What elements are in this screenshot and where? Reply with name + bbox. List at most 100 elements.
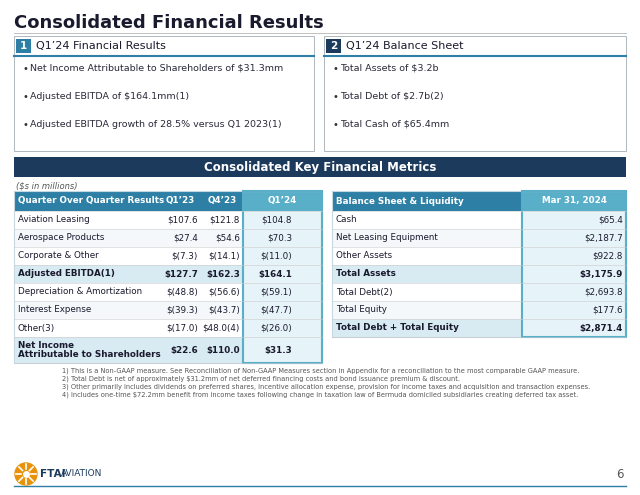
- FancyBboxPatch shape: [332, 283, 626, 301]
- Text: Other Assets: Other Assets: [336, 251, 392, 260]
- Text: •: •: [332, 92, 338, 102]
- FancyBboxPatch shape: [243, 229, 322, 247]
- FancyBboxPatch shape: [14, 157, 626, 177]
- Text: Attributable to Shareholders: Attributable to Shareholders: [18, 350, 161, 359]
- Text: Total Debt(2): Total Debt(2): [336, 288, 392, 297]
- Text: $2,693.8: $2,693.8: [584, 288, 623, 297]
- FancyBboxPatch shape: [14, 191, 322, 211]
- FancyBboxPatch shape: [522, 265, 626, 283]
- Text: $2,871.4: $2,871.4: [580, 324, 623, 333]
- FancyBboxPatch shape: [243, 211, 322, 229]
- Text: Net Income Attributable to Shareholders of $31.3mm: Net Income Attributable to Shareholders …: [30, 64, 284, 73]
- FancyBboxPatch shape: [522, 191, 626, 211]
- Text: 4) Includes one-time $72.2mm benefit from income taxes following change in taxat: 4) Includes one-time $72.2mm benefit fro…: [62, 392, 579, 398]
- FancyBboxPatch shape: [14, 283, 322, 301]
- Text: $(48.8): $(48.8): [166, 288, 198, 297]
- Text: $3,175.9: $3,175.9: [580, 269, 623, 279]
- Text: Mar 31, 2024: Mar 31, 2024: [541, 197, 607, 205]
- Text: $162.3: $162.3: [206, 269, 240, 279]
- Text: Q4’23: Q4’23: [207, 197, 237, 205]
- Text: Aerospace Products: Aerospace Products: [18, 234, 104, 243]
- FancyBboxPatch shape: [332, 301, 626, 319]
- Text: Consolidated Financial Results: Consolidated Financial Results: [14, 14, 324, 32]
- FancyBboxPatch shape: [16, 39, 31, 53]
- FancyBboxPatch shape: [522, 229, 626, 247]
- Text: Total Equity: Total Equity: [336, 305, 387, 314]
- Text: •: •: [22, 120, 28, 130]
- FancyBboxPatch shape: [326, 39, 341, 53]
- Text: Consolidated Key Financial Metrics: Consolidated Key Financial Metrics: [204, 160, 436, 174]
- Text: $54.6: $54.6: [215, 234, 240, 243]
- FancyBboxPatch shape: [243, 283, 322, 301]
- Text: $(39.3): $(39.3): [166, 305, 198, 314]
- Text: $70.3: $70.3: [267, 234, 292, 243]
- Circle shape: [15, 463, 37, 485]
- Text: $31.3: $31.3: [264, 346, 292, 354]
- Text: •: •: [332, 120, 338, 130]
- Text: •: •: [22, 92, 28, 102]
- Text: $107.6: $107.6: [168, 215, 198, 225]
- Text: Q1’24: Q1’24: [268, 197, 297, 205]
- Text: 2) Total Debt is net of approximately $31.2mm of net deferred financing costs an: 2) Total Debt is net of approximately $3…: [62, 376, 460, 383]
- Text: $(26.0): $(26.0): [260, 324, 292, 333]
- Text: $177.6: $177.6: [593, 305, 623, 314]
- Text: Total Assets of $3.2b: Total Assets of $3.2b: [340, 64, 438, 73]
- FancyBboxPatch shape: [243, 265, 322, 283]
- FancyBboxPatch shape: [522, 283, 626, 301]
- Text: Total Debt of $2.7b(2): Total Debt of $2.7b(2): [340, 92, 444, 101]
- Text: •: •: [22, 64, 28, 74]
- FancyBboxPatch shape: [243, 337, 322, 363]
- Text: 6: 6: [616, 467, 624, 481]
- FancyBboxPatch shape: [332, 211, 626, 229]
- Text: Corporate & Other: Corporate & Other: [18, 251, 99, 260]
- Text: $22.6: $22.6: [170, 346, 198, 354]
- FancyBboxPatch shape: [332, 319, 626, 337]
- Text: $(14.1): $(14.1): [209, 251, 240, 260]
- Text: Adjusted EBITDA(1): Adjusted EBITDA(1): [18, 269, 115, 279]
- Text: $48.0(4): $48.0(4): [203, 324, 240, 333]
- FancyBboxPatch shape: [522, 211, 626, 229]
- FancyBboxPatch shape: [243, 247, 322, 265]
- Text: FTAI: FTAI: [40, 469, 65, 479]
- Text: Other(3): Other(3): [18, 324, 55, 333]
- Text: Total Debt + Total Equity: Total Debt + Total Equity: [336, 324, 459, 333]
- Text: ($s in millions): ($s in millions): [16, 181, 77, 190]
- Text: 2: 2: [330, 41, 337, 51]
- Text: $27.4: $27.4: [173, 234, 198, 243]
- Text: Cash: Cash: [336, 215, 358, 225]
- FancyBboxPatch shape: [324, 36, 626, 151]
- Text: Adjusted EBITDA of $164.1mm(1): Adjusted EBITDA of $164.1mm(1): [30, 92, 189, 101]
- FancyBboxPatch shape: [14, 229, 322, 247]
- Text: Q1’24 Financial Results: Q1’24 Financial Results: [36, 41, 166, 51]
- Text: $65.4: $65.4: [598, 215, 623, 225]
- Text: Aviation Leasing: Aviation Leasing: [18, 215, 90, 225]
- Text: $164.1: $164.1: [258, 269, 292, 279]
- Text: Quarter Over Quarter Results: Quarter Over Quarter Results: [18, 197, 164, 205]
- FancyBboxPatch shape: [14, 265, 322, 283]
- Text: Net Leasing Equipment: Net Leasing Equipment: [336, 234, 438, 243]
- FancyBboxPatch shape: [14, 247, 322, 265]
- Text: $110.0: $110.0: [206, 346, 240, 354]
- Text: $(17.0): $(17.0): [166, 324, 198, 333]
- FancyBboxPatch shape: [332, 265, 626, 283]
- Text: Q1’24 Balance Sheet: Q1’24 Balance Sheet: [346, 41, 463, 51]
- FancyBboxPatch shape: [332, 229, 626, 247]
- Text: Depreciation & Amortization: Depreciation & Amortization: [18, 288, 142, 297]
- FancyBboxPatch shape: [243, 319, 322, 337]
- FancyBboxPatch shape: [14, 211, 322, 229]
- Text: Interest Expense: Interest Expense: [18, 305, 92, 314]
- Text: •: •: [332, 64, 338, 74]
- Text: AVIATION: AVIATION: [61, 469, 102, 479]
- FancyBboxPatch shape: [14, 319, 322, 337]
- Text: $121.8: $121.8: [210, 215, 240, 225]
- FancyBboxPatch shape: [522, 247, 626, 265]
- Text: Total Cash of $65.4mm: Total Cash of $65.4mm: [340, 120, 449, 129]
- Text: Total Assets: Total Assets: [336, 269, 396, 279]
- Text: $(59.1): $(59.1): [260, 288, 292, 297]
- FancyBboxPatch shape: [332, 191, 626, 211]
- Text: $(43.7): $(43.7): [208, 305, 240, 314]
- FancyBboxPatch shape: [14, 301, 322, 319]
- Text: $2,187.7: $2,187.7: [584, 234, 623, 243]
- Text: $127.7: $127.7: [164, 269, 198, 279]
- Text: $104.8: $104.8: [262, 215, 292, 225]
